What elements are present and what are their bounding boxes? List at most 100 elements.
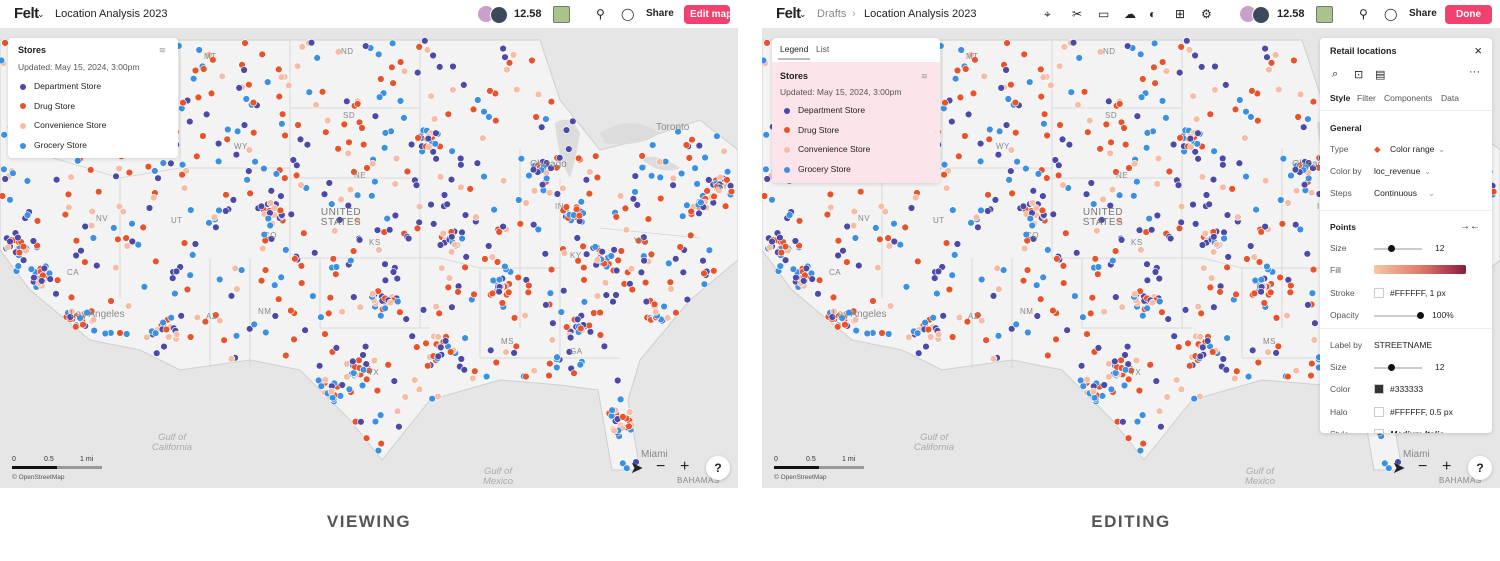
panel-tab[interactable]: Data bbox=[1441, 93, 1459, 103]
row-value[interactable]: loc_revenue bbox=[1374, 166, 1421, 176]
zoom-out-button[interactable]: − bbox=[656, 458, 666, 475]
zoom-in-button[interactable]: + bbox=[680, 458, 690, 475]
store-point bbox=[414, 134, 422, 142]
store-point bbox=[386, 226, 394, 234]
upload-tool[interactable]: ☁ bbox=[1124, 7, 1136, 21]
share-button[interactable]: Share bbox=[1409, 8, 1437, 19]
store-point bbox=[415, 218, 423, 227]
store-point bbox=[562, 203, 571, 211]
edit-map-button[interactable]: Edit map bbox=[684, 5, 732, 24]
legend-item[interactable]: Drug Store bbox=[20, 100, 75, 112]
done-button[interactable]: Done bbox=[1445, 5, 1492, 24]
legend-item[interactable]: Convenience Store bbox=[20, 119, 106, 131]
store-point bbox=[1194, 155, 1202, 163]
table-icon[interactable]: ▤ bbox=[1375, 69, 1386, 81]
store-point bbox=[572, 205, 581, 214]
store-point bbox=[1040, 110, 1049, 118]
store-point bbox=[112, 264, 120, 272]
row-value[interactable]: Continuous bbox=[1374, 188, 1418, 198]
store-point bbox=[1267, 288, 1275, 297]
locate-button[interactable]: ➤ bbox=[1392, 460, 1406, 477]
legend-tab[interactable]: Legend bbox=[780, 44, 809, 54]
row-value[interactable]: STREETNAME bbox=[1374, 340, 1433, 350]
basemap-thumbnail[interactable] bbox=[553, 6, 570, 23]
cut-tool[interactable]: ✂ bbox=[1072, 7, 1083, 21]
share-button[interactable]: Share bbox=[646, 8, 674, 19]
close-button[interactable]: × bbox=[1474, 43, 1482, 58]
store-point bbox=[233, 127, 242, 136]
zoom-in-button[interactable]: + bbox=[1442, 458, 1452, 475]
logo-caret[interactable]: ⌄ bbox=[37, 9, 45, 19]
row-key: Style bbox=[1330, 429, 1349, 433]
store-point bbox=[1223, 334, 1231, 342]
legend-item[interactable]: Grocery Store bbox=[20, 139, 87, 151]
logo[interactable]: Felt bbox=[14, 5, 39, 22]
avatar[interactable] bbox=[1252, 6, 1270, 24]
more-icon[interactable]: ··· bbox=[1469, 66, 1480, 78]
store-point bbox=[1047, 81, 1055, 89]
store-point bbox=[912, 194, 920, 202]
feed-icon[interactable]: ≋ bbox=[158, 45, 166, 55]
store-point bbox=[935, 330, 943, 339]
store-point bbox=[401, 393, 409, 401]
row-value[interactable]: Color range bbox=[1390, 144, 1435, 154]
comment-icon[interactable]: ◯ bbox=[1384, 7, 1398, 21]
store-point bbox=[1111, 357, 1119, 366]
list-tab[interactable]: List bbox=[816, 44, 830, 54]
panel-tab[interactable]: Style bbox=[1330, 93, 1351, 103]
search-icon[interactable]: ⚲ bbox=[1359, 7, 1368, 21]
store-point bbox=[262, 328, 270, 337]
breadcrumb[interactable]: Drafts bbox=[817, 8, 847, 20]
basemap-thumbnail[interactable] bbox=[1316, 6, 1333, 23]
collapse-icon[interactable]: →← bbox=[1460, 221, 1480, 232]
store-point bbox=[1106, 201, 1114, 210]
store-point bbox=[1242, 107, 1250, 116]
zoom-to-icon[interactable]: ⌕ bbox=[1332, 68, 1339, 80]
store-point bbox=[499, 177, 508, 185]
store-point bbox=[1381, 459, 1389, 467]
store-point bbox=[457, 355, 465, 363]
elements-tool[interactable]: ⊞ bbox=[1175, 7, 1186, 21]
layers-tool[interactable]: ◐ bbox=[1149, 7, 1157, 21]
store-point bbox=[1146, 361, 1154, 369]
panel-tab[interactable]: Filter bbox=[1357, 93, 1376, 103]
store-point bbox=[1235, 159, 1244, 167]
store-point bbox=[555, 154, 564, 162]
row-key: Color bbox=[1330, 384, 1351, 395]
store-point bbox=[355, 356, 363, 364]
store-point bbox=[275, 65, 283, 74]
zoom-out-button[interactable]: − bbox=[1418, 458, 1428, 475]
legend-item[interactable]: Department Store bbox=[784, 104, 865, 116]
panel-title: Retail locations bbox=[1330, 46, 1397, 56]
store-point bbox=[1111, 247, 1120, 255]
pin-tool[interactable]: ⌖ bbox=[1044, 7, 1051, 21]
store-point bbox=[469, 374, 477, 383]
legend-item[interactable]: Grocery Store bbox=[784, 163, 851, 175]
avatar[interactable] bbox=[490, 6, 508, 24]
legend-item[interactable]: Department Store bbox=[20, 80, 101, 92]
settings-tool[interactable]: ⚙ bbox=[1201, 7, 1212, 21]
search-icon[interactable]: ⚲ bbox=[596, 7, 605, 21]
store-point bbox=[1136, 446, 1145, 455]
locate-button[interactable]: ➤ bbox=[630, 460, 644, 477]
store-point bbox=[486, 87, 494, 95]
comment-icon[interactable]: ◯ bbox=[621, 7, 635, 21]
help-button[interactable]: ? bbox=[706, 456, 730, 480]
book-tool[interactable]: ▭ bbox=[1098, 7, 1110, 21]
logo[interactable]: Felt bbox=[776, 5, 801, 22]
panel-tab[interactable]: Components bbox=[1384, 93, 1433, 103]
map[interactable]: MT ND SD WY NE NV UT CO KS CA AZ NM TX MS GA IN KY VA NY UN… bbox=[0, 28, 738, 488]
map-title[interactable]: Location Analysis 2023 bbox=[55, 8, 168, 20]
select-icon[interactable]: ⊡ bbox=[1354, 69, 1364, 81]
help-button[interactable]: ? bbox=[1468, 456, 1492, 480]
legend-item[interactable]: Convenience Store bbox=[784, 143, 870, 155]
store-point bbox=[431, 140, 439, 148]
legend-item[interactable]: Drug Store bbox=[784, 124, 839, 136]
store-point bbox=[795, 217, 804, 225]
store-point bbox=[179, 98, 187, 107]
logo-caret[interactable]: ⌄ bbox=[799, 9, 807, 19]
feed-icon[interactable]: ≋ bbox=[920, 71, 928, 81]
store-point bbox=[942, 239, 951, 247]
map-title[interactable]: Location Analysis 2023 bbox=[864, 8, 977, 20]
store-point bbox=[0, 131, 8, 139]
